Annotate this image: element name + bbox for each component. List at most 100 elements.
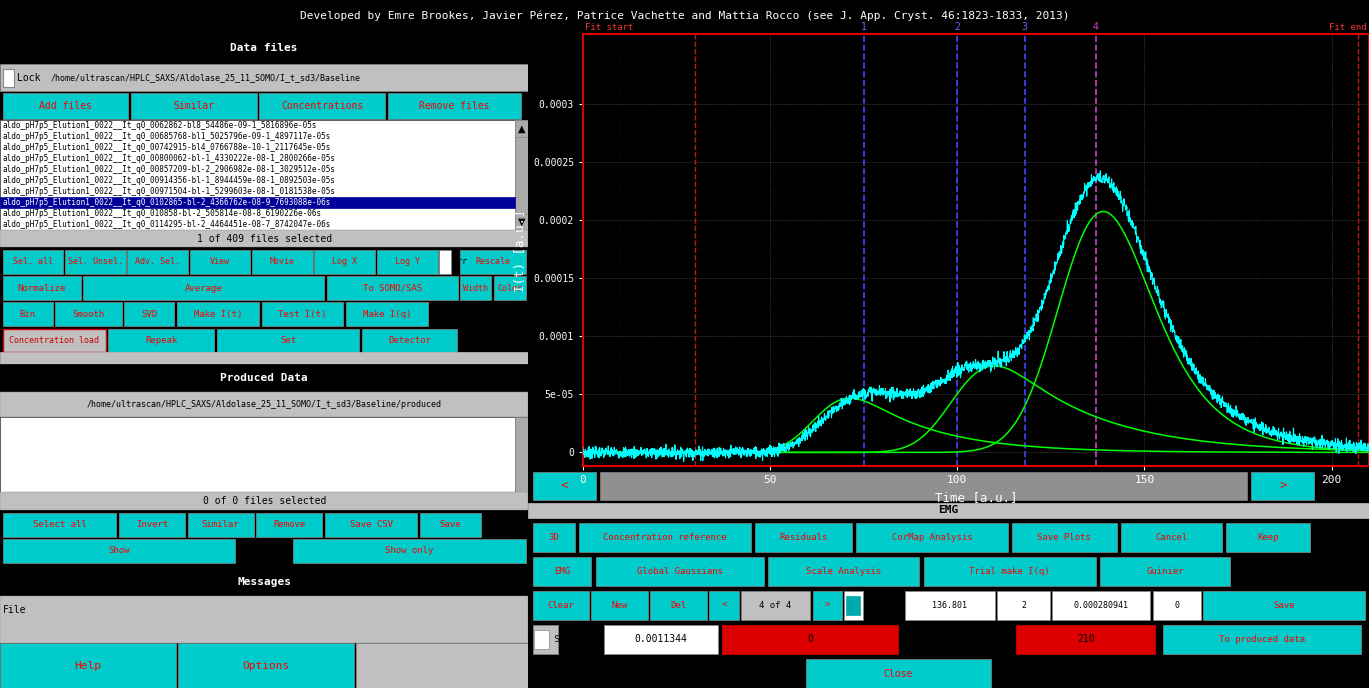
Bar <box>1227 523 1310 552</box>
Bar <box>533 557 591 585</box>
Bar <box>709 591 739 620</box>
Bar <box>579 523 752 552</box>
Bar <box>0 32 528 64</box>
Text: Concentrations: Concentrations <box>281 100 364 111</box>
Text: To produced data: To produced data <box>1218 635 1305 644</box>
Bar <box>721 625 898 654</box>
Bar <box>64 250 126 274</box>
Bar <box>533 591 589 620</box>
Text: /home/ultrascan/HPLC_SAXS/Aldolase_25_11_SOMO/I_t_sd3/Baseline/produced: /home/ultrascan/HPLC_SAXS/Aldolase_25_11… <box>86 400 442 409</box>
Text: Rescale: Rescale <box>475 257 511 266</box>
Bar <box>376 250 438 274</box>
Text: Save: Save <box>1273 601 1295 610</box>
Bar <box>84 277 324 300</box>
Bar <box>216 329 359 352</box>
Bar <box>3 513 116 537</box>
Bar <box>131 93 257 119</box>
Text: Width: Width <box>463 283 489 292</box>
Bar <box>260 93 385 119</box>
Bar <box>190 250 251 274</box>
Text: Concentration load: Concentration load <box>10 336 99 345</box>
Text: Set: Set <box>279 336 296 345</box>
Bar <box>119 513 185 537</box>
Text: aldo_pH7p5_Elution1_0022__It_q0_00971504-bl-1_5299603e-08-1_0181538e-05s: aldo_pH7p5_Elution1_0022__It_q0_00971504… <box>3 187 335 196</box>
Bar <box>756 523 852 552</box>
Bar <box>125 303 174 326</box>
Bar <box>252 250 314 274</box>
Text: Help: Help <box>74 660 101 671</box>
Text: aldo_pH7p5_Elution1_0022__It_q0_00857209-bl-2_2906982e-08-1_3029512e-05s: aldo_pH7p5_Elution1_0022__It_q0_00857209… <box>3 165 335 174</box>
Bar <box>327 277 457 300</box>
Bar <box>533 625 557 654</box>
Text: Fit end: Fit end <box>1329 23 1366 32</box>
Text: 1: 1 <box>861 22 867 32</box>
Bar <box>515 120 528 137</box>
Bar <box>741 591 810 620</box>
Text: ▲: ▲ <box>517 123 526 133</box>
Text: File: File <box>3 605 26 615</box>
Bar <box>1121 523 1223 552</box>
Text: Guinier: Guinier <box>1146 567 1184 576</box>
Text: EMG: EMG <box>939 505 958 515</box>
Text: Produced Data: Produced Data <box>220 373 308 383</box>
Bar <box>494 277 526 300</box>
Text: Adv. Sel.: Adv. Sel. <box>136 257 181 266</box>
Text: Save: Save <box>439 520 461 529</box>
Bar <box>0 352 528 364</box>
Bar <box>460 250 526 274</box>
Text: Add files: Add files <box>40 100 92 111</box>
Text: SD: SD <box>549 635 565 644</box>
Text: Smooth: Smooth <box>73 310 104 319</box>
Text: aldo_pH7p5_Elution1_0022__It_q0_00742915-bl4_0766788e-10-1_2117645e-05s: aldo_pH7p5_Elution1_0022__It_q0_00742915… <box>3 143 331 152</box>
Bar <box>533 472 596 500</box>
Bar <box>261 303 344 326</box>
Text: Err: Err <box>452 257 467 266</box>
Text: 4: 4 <box>1092 22 1099 32</box>
Text: Show: Show <box>108 546 130 555</box>
Text: Sel. all: Sel. all <box>14 257 53 266</box>
Bar <box>127 250 188 274</box>
Bar <box>361 329 457 352</box>
Bar <box>1016 625 1154 654</box>
Bar <box>0 596 528 643</box>
Text: Test I(t): Test I(t) <box>278 310 327 319</box>
Text: To SOMO/SAS: To SOMO/SAS <box>363 283 422 292</box>
Text: 1 of 409 files selected: 1 of 409 files selected <box>197 234 331 244</box>
Text: CorMap Analysis: CorMap Analysis <box>891 533 972 541</box>
Text: Detector: Detector <box>387 336 431 345</box>
Text: Close: Close <box>883 669 913 678</box>
Bar <box>0 492 528 510</box>
Text: Sel. Unsel.: Sel. Unsel. <box>68 257 123 266</box>
Text: Data files: Data files <box>230 43 298 53</box>
Y-axis label: I(t) [a.u.]: I(t) [a.u.] <box>515 209 527 292</box>
Bar <box>534 630 549 649</box>
Text: <: < <box>721 601 727 610</box>
Text: Make I(q): Make I(q) <box>363 310 411 319</box>
Text: 4 of 4: 4 of 4 <box>760 601 791 610</box>
Text: Make I(t): Make I(t) <box>194 310 242 319</box>
Text: Save Plots: Save Plots <box>1038 533 1091 541</box>
Text: Similar: Similar <box>174 100 215 111</box>
Bar <box>515 416 528 492</box>
Bar <box>3 329 105 352</box>
Bar <box>3 93 129 119</box>
Text: Fit: Fit <box>580 634 598 645</box>
Bar <box>924 557 1095 585</box>
Bar <box>256 513 322 537</box>
Bar <box>460 277 491 300</box>
Text: aldo_pH7p5_Elution1_0022__It_q0_0102865-bl-2_4366762e-08-9_7693088e-06s: aldo_pH7p5_Elution1_0022__It_q0_0102865-… <box>3 198 331 207</box>
Bar <box>813 591 842 620</box>
Text: Save CSV: Save CSV <box>349 520 393 529</box>
Text: 136.801: 136.801 <box>932 601 968 610</box>
Text: Scale Analysis: Scale Analysis <box>806 567 882 576</box>
Text: aldo_pH7p5_Elution1_0022__It_q0_0062862-bl8_54486e-09-1_5816896e-05s: aldo_pH7p5_Elution1_0022__It_q0_0062862-… <box>3 121 318 130</box>
Text: aldo_pH7p5_Elution1_0022__It_q0_0114295-bl-2_4464451e-08-7_8742047e-06s: aldo_pH7p5_Elution1_0022__It_q0_0114295-… <box>3 220 331 229</box>
Bar <box>600 472 1247 500</box>
Text: 0.000280941: 0.000280941 <box>1073 601 1129 610</box>
Text: Remove files: Remove files <box>419 100 490 111</box>
Bar <box>0 64 528 92</box>
Bar <box>905 591 995 620</box>
Bar <box>0 197 515 208</box>
Bar <box>0 364 528 391</box>
Text: aldo_pH7p5_Elution1_0022__It_q0_00800062-bl-1_4330222e-08-1_2800266e-05s: aldo_pH7p5_Elution1_0022__It_q0_00800062… <box>3 154 335 163</box>
